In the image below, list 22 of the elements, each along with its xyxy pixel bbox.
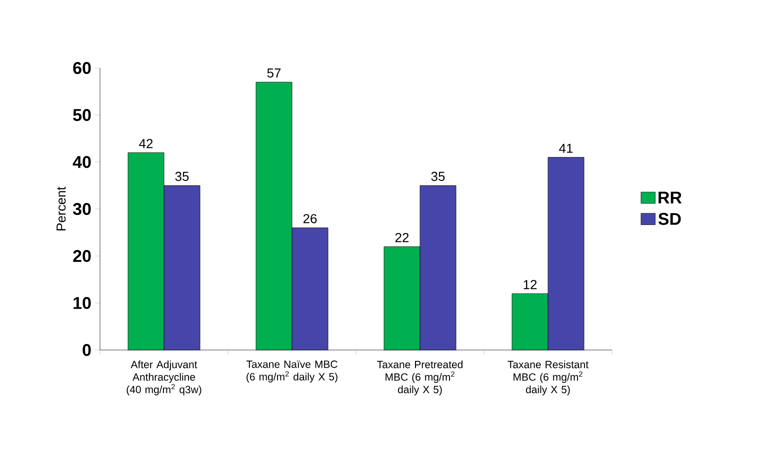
data-label: 22 — [395, 232, 409, 242]
data-label: 57 — [267, 68, 281, 78]
y-tick-label: 50 — [73, 108, 91, 122]
category-label: Taxane Pretreated MBC (6 mg/m$^{2}$ daily X 5) — [377, 360, 463, 396]
y-tick-label: 20 — [73, 250, 91, 262]
y-tick-label: 60 — [73, 62, 91, 74]
legend-label: RR — [658, 192, 682, 204]
data-label: 41 — [559, 144, 573, 153]
data-label: 35 — [175, 172, 189, 181]
data-label: 35 — [431, 172, 445, 181]
x-tick-label: Taxane Naïve MBC (6 mg/m$^{2}$ daily X 5) — [246, 360, 338, 383]
x-tick-label: After Adjuvant Anthracycline (40 mg/m$^{2}$ q3w) — [126, 360, 202, 396]
y-tick-label: 30 — [72, 202, 91, 216]
y-axis-title: Percent — [56, 186, 66, 230]
y-tick-label: 0 — [82, 344, 91, 356]
legend-label: SD — [658, 212, 681, 225]
data-label: 12 — [524, 280, 537, 290]
y-tick-label: 40 — [72, 156, 91, 168]
category-label: Taxane Resistant MBC (6 mg/m$^{2}$ daily X 5) — [508, 360, 588, 396]
y-tick-label: 10 — [74, 296, 91, 310]
data-label: 42 — [139, 138, 153, 148]
data-label: 26 — [303, 214, 317, 224]
